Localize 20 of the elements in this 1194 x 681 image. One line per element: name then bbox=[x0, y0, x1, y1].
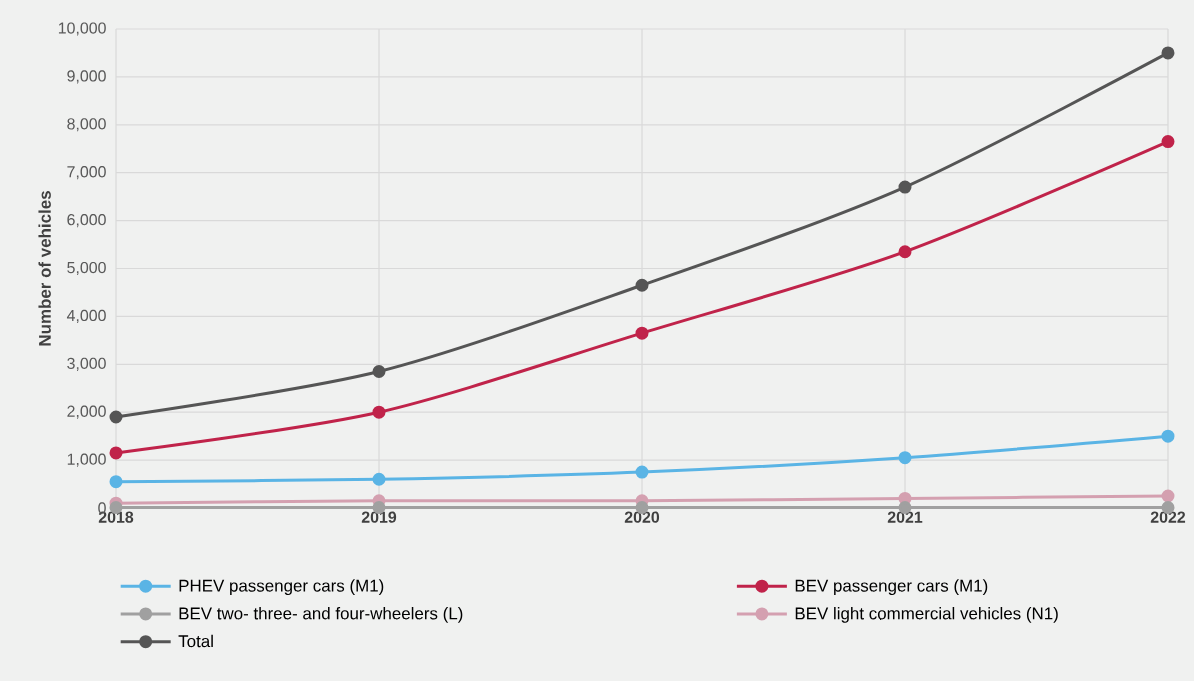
x-tick-label: 2022 bbox=[1150, 511, 1186, 523]
y-axis-title: Number of vehicles bbox=[38, 191, 51, 346]
y-tick-label: 4,000 bbox=[66, 309, 106, 323]
y-tick-label: 3,000 bbox=[67, 357, 106, 371]
x-tick-label: 2021 bbox=[887, 511, 923, 523]
y-tick-label: 1,000 bbox=[67, 453, 106, 467]
legend-label: BEV two- three- and four-wheelers (L) bbox=[179, 607, 463, 623]
legend-label: BEV passenger cars (M1) bbox=[795, 579, 988, 596]
y-tick-label: 5,000 bbox=[67, 261, 106, 276]
y-tick-label: 2,000 bbox=[67, 405, 106, 419]
y-tick-label: 10,000 bbox=[58, 22, 106, 36]
legend-label: BEV light commercial vehicles (N1) bbox=[795, 607, 1058, 623]
x-tick-label: 2019 bbox=[361, 511, 397, 523]
legend-label: Total bbox=[178, 634, 213, 648]
x-tick-label: 2020 bbox=[624, 511, 660, 523]
y-tick-label: 6,000 bbox=[67, 214, 106, 228]
y-tick-label: 7,000 bbox=[67, 166, 106, 180]
y-tick-label: 9,000 bbox=[67, 70, 106, 84]
y-tick-label: 8,000 bbox=[67, 118, 106, 132]
legend-label: PHEV passenger cars (M1) bbox=[179, 579, 384, 596]
